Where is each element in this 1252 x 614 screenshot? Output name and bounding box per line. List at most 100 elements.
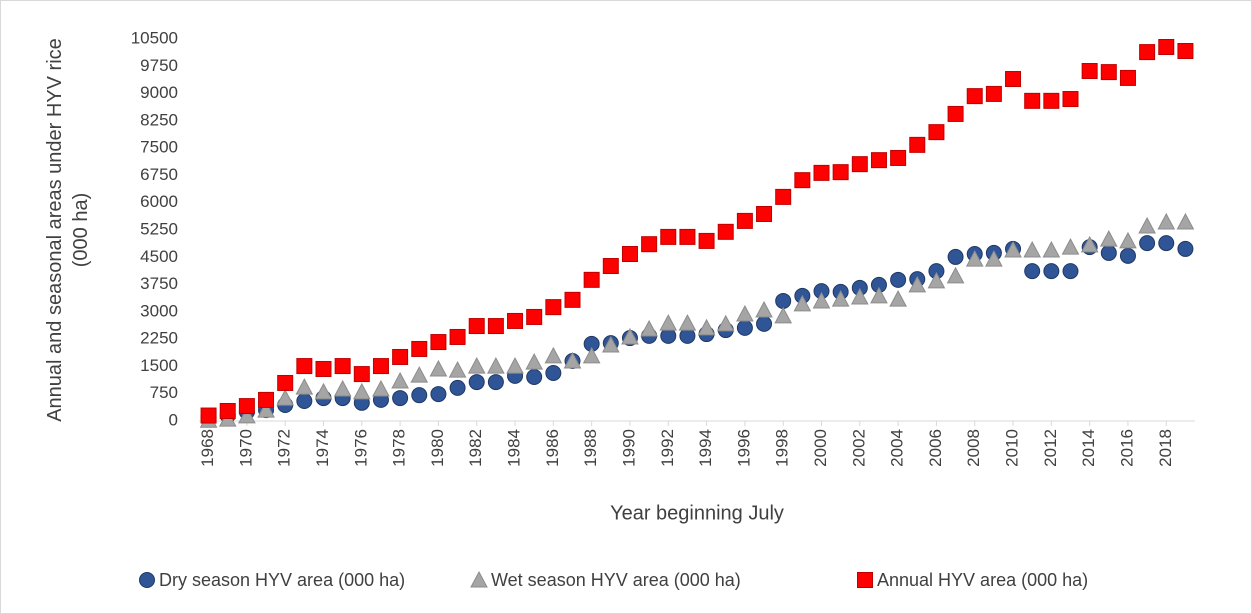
x-tick-label: 1996 [734, 429, 753, 467]
point [525, 353, 544, 370]
y-tick-label: 10500 [131, 28, 178, 47]
x-tick-label: 1982 [466, 429, 485, 467]
y-tick-label: 6000 [140, 192, 178, 211]
point [277, 374, 294, 391]
legend-marker [139, 572, 155, 588]
point [659, 314, 678, 331]
point [774, 306, 793, 324]
point [582, 346, 601, 364]
point [200, 407, 217, 424]
x-tick-label: 1986 [543, 429, 562, 467]
y-tick-label: 0 [169, 410, 178, 429]
point [238, 398, 255, 415]
x-tick-label: 1998 [773, 429, 792, 467]
point [1139, 44, 1156, 61]
point [276, 389, 295, 406]
point [755, 300, 773, 318]
point [640, 319, 658, 337]
point [1100, 244, 1117, 261]
x-tick-label: 1968 [198, 429, 217, 467]
x-tick-label: 1990 [619, 429, 638, 467]
point [1139, 235, 1156, 252]
point [1004, 240, 1022, 258]
point [1119, 247, 1136, 264]
point [775, 188, 792, 205]
point [429, 359, 448, 377]
y-tick-label: 3000 [140, 301, 178, 320]
point [889, 290, 907, 307]
legend-label: Wet season HYV area (000 ha) [491, 570, 741, 590]
point [315, 360, 332, 377]
point [1099, 230, 1118, 247]
point [621, 246, 638, 263]
x-tick-label: 1978 [390, 429, 409, 467]
y-tick-label: 6750 [140, 165, 178, 184]
point [467, 357, 486, 374]
point [966, 88, 983, 105]
point [257, 401, 275, 418]
x-tick-label: 2018 [1156, 429, 1175, 467]
y-tick-label: 5250 [140, 219, 178, 238]
point [583, 271, 600, 288]
legend-marker [470, 570, 488, 588]
point [411, 340, 428, 357]
point [1042, 240, 1061, 258]
y-tick-label: 750 [150, 383, 178, 402]
point [890, 149, 907, 166]
x-tick-label: 1984 [505, 429, 524, 467]
point [392, 390, 409, 407]
x-tick-label: 1980 [428, 429, 447, 467]
x-tick-label: 2004 [888, 429, 907, 467]
point [870, 286, 888, 304]
x-tick-label: 1970 [236, 429, 255, 467]
point [775, 292, 792, 309]
point [258, 391, 275, 408]
point [468, 318, 485, 335]
point [372, 358, 389, 375]
point [641, 236, 658, 253]
point [314, 382, 333, 400]
point [793, 294, 812, 312]
x-tick-label: 2008 [964, 429, 983, 467]
point [1157, 212, 1176, 230]
point [794, 172, 811, 189]
point [564, 291, 581, 308]
x-tick-label: 1994 [696, 429, 715, 467]
point [392, 348, 409, 365]
legend-label: Dry season HYV area (000 ha) [159, 570, 405, 590]
point [985, 250, 1003, 267]
point [1119, 69, 1136, 86]
x-tick-label: 2010 [1003, 429, 1022, 467]
point [1024, 92, 1041, 109]
point [1176, 212, 1195, 230]
point [736, 304, 754, 322]
y-tick-label: 7500 [140, 138, 178, 157]
legend-marker [857, 572, 873, 588]
point [353, 366, 370, 383]
point [526, 308, 543, 325]
point [430, 386, 447, 403]
point [545, 299, 562, 316]
point [487, 318, 504, 335]
point [296, 392, 313, 409]
point [333, 379, 352, 397]
y-tick-label: 3750 [140, 274, 178, 293]
point [487, 374, 504, 391]
point [1080, 235, 1099, 253]
x-tick-label: 2014 [1079, 429, 1098, 467]
point [870, 152, 887, 169]
point [947, 248, 964, 265]
point [812, 291, 831, 309]
point [660, 228, 677, 245]
point [295, 378, 314, 395]
point [1005, 71, 1022, 88]
point [1081, 63, 1098, 80]
x-tick-label: 2016 [1117, 429, 1136, 467]
point [621, 327, 639, 345]
point [1100, 64, 1117, 81]
point [238, 406, 256, 424]
point [506, 357, 524, 374]
